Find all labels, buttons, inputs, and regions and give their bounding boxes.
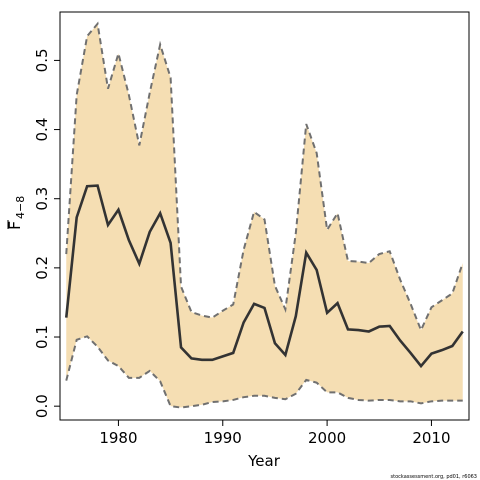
x-tick-label: 1980 <box>99 429 137 447</box>
credit-text: stockassessment.org, pd01, r6063 <box>391 474 477 480</box>
y-axis: 0.0 0.1 0.2 0.3 0.4 0.5 <box>33 48 60 418</box>
plot-frame <box>59 11 470 421</box>
x-tick-label: 1990 <box>204 429 242 447</box>
y-tick-label: 0.3 <box>33 187 51 211</box>
estimate-line <box>64 184 464 369</box>
y-tick-label: 0.1 <box>33 325 51 349</box>
y-tick-label: 0.4 <box>33 118 51 142</box>
upper-bound-line <box>65 21 464 333</box>
y-tick-label: 0.2 <box>33 256 51 280</box>
y-axis-title-subscript: 4−8 <box>14 196 27 219</box>
x-axis: 1980 1990 2000 2010 <box>99 420 451 447</box>
y-tick-label: 0.5 <box>33 48 51 72</box>
y-axis-title-main: F <box>5 221 24 230</box>
y-axis-title: F 4−8 <box>5 196 27 230</box>
confidence-band <box>66 23 463 408</box>
y-tick-label: 0.0 <box>33 394 51 418</box>
x-tick-label: 2000 <box>308 429 346 447</box>
x-tick-label: 2010 <box>412 429 450 447</box>
x-axis-title: Year <box>247 452 281 470</box>
lower-bound-line <box>65 335 463 409</box>
